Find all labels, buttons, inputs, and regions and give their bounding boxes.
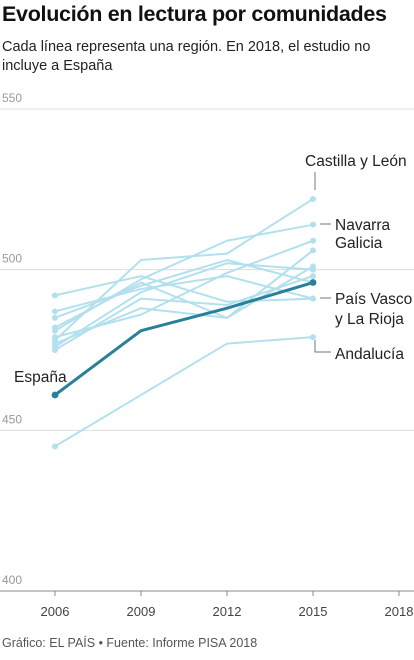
point-start-la-rioja: [52, 292, 58, 299]
line-chart: 550 500 450 400 2006 2009 2012 2015 2018 Castil…: [0, 91, 414, 619]
series-line-region-11: [54, 259, 314, 319]
point-start-region-10: [52, 340, 58, 347]
y-tick-labels: 550 500 450 400: [2, 91, 22, 587]
series-layer: [51, 195, 317, 450]
point-end-andalucia: [310, 334, 316, 341]
label-y-la-rioja: y La Rioja: [335, 311, 404, 328]
label-castilla-y-leon: Castilla y León: [305, 153, 407, 170]
source-footer: Gráfico: EL PAÍS • Fuente: Informe PISA …: [2, 636, 258, 650]
series-line-region-10: [54, 265, 314, 345]
point-start-region-8: [52, 324, 58, 331]
x-tick-2009: 2009: [127, 604, 156, 619]
point-start-region-11: [52, 314, 58, 321]
x-tick-2012: 2012: [213, 604, 242, 619]
label-navarra: Navarra: [335, 217, 391, 234]
point-end-la-rioja: [310, 295, 316, 302]
series-line-pais-vasco: [54, 275, 314, 313]
point-end-castilla-y-leon: [310, 195, 316, 202]
point-end-region-10: [310, 263, 316, 270]
x-tick-2018: 2018: [385, 604, 414, 619]
series-line-region-8: [54, 249, 314, 329]
y-tick-450: 450: [2, 412, 22, 426]
point-end-region-9: [310, 273, 316, 280]
x-tick-2006: 2006: [41, 604, 70, 619]
label-galicia: Galicia: [335, 235, 383, 252]
point-start-pais-vasco: [52, 308, 58, 315]
chart-title: Evolución en lectura por comunidades: [2, 2, 387, 26]
series-line-region-9: [54, 275, 314, 351]
label-espana: España: [14, 369, 67, 386]
x-tick-2015: 2015: [299, 604, 328, 619]
leader-andalucia: [314, 340, 331, 353]
series-line-la-rioja: [54, 275, 314, 303]
point-end-galicia: [310, 237, 316, 244]
x-tick-labels: 2006 2009 2012 2015 2018: [41, 604, 414, 619]
series-line-region-7: [54, 262, 314, 348]
series-line-espana: [53, 281, 315, 397]
y-tick-550: 550: [2, 91, 22, 105]
y-tick-400: 400: [2, 573, 22, 587]
point-start-region-9: [52, 347, 58, 353]
point-end-navarra: [310, 221, 316, 228]
chart-subtitle: Cada línea representa una región. En 201…: [2, 39, 371, 74]
point-end-region-8: [310, 247, 316, 254]
point-start-espana: [51, 391, 59, 399]
label-pais-vasco: País Vasco: [335, 291, 412, 308]
point-start-galicia: [52, 334, 58, 341]
label-andalucia: Andalucía: [335, 346, 404, 363]
point-end-espana: [309, 279, 317, 286]
point-start-andalucia: [52, 443, 58, 450]
y-tick-500: 500: [2, 252, 22, 266]
series-line-andalucia: [54, 336, 314, 448]
